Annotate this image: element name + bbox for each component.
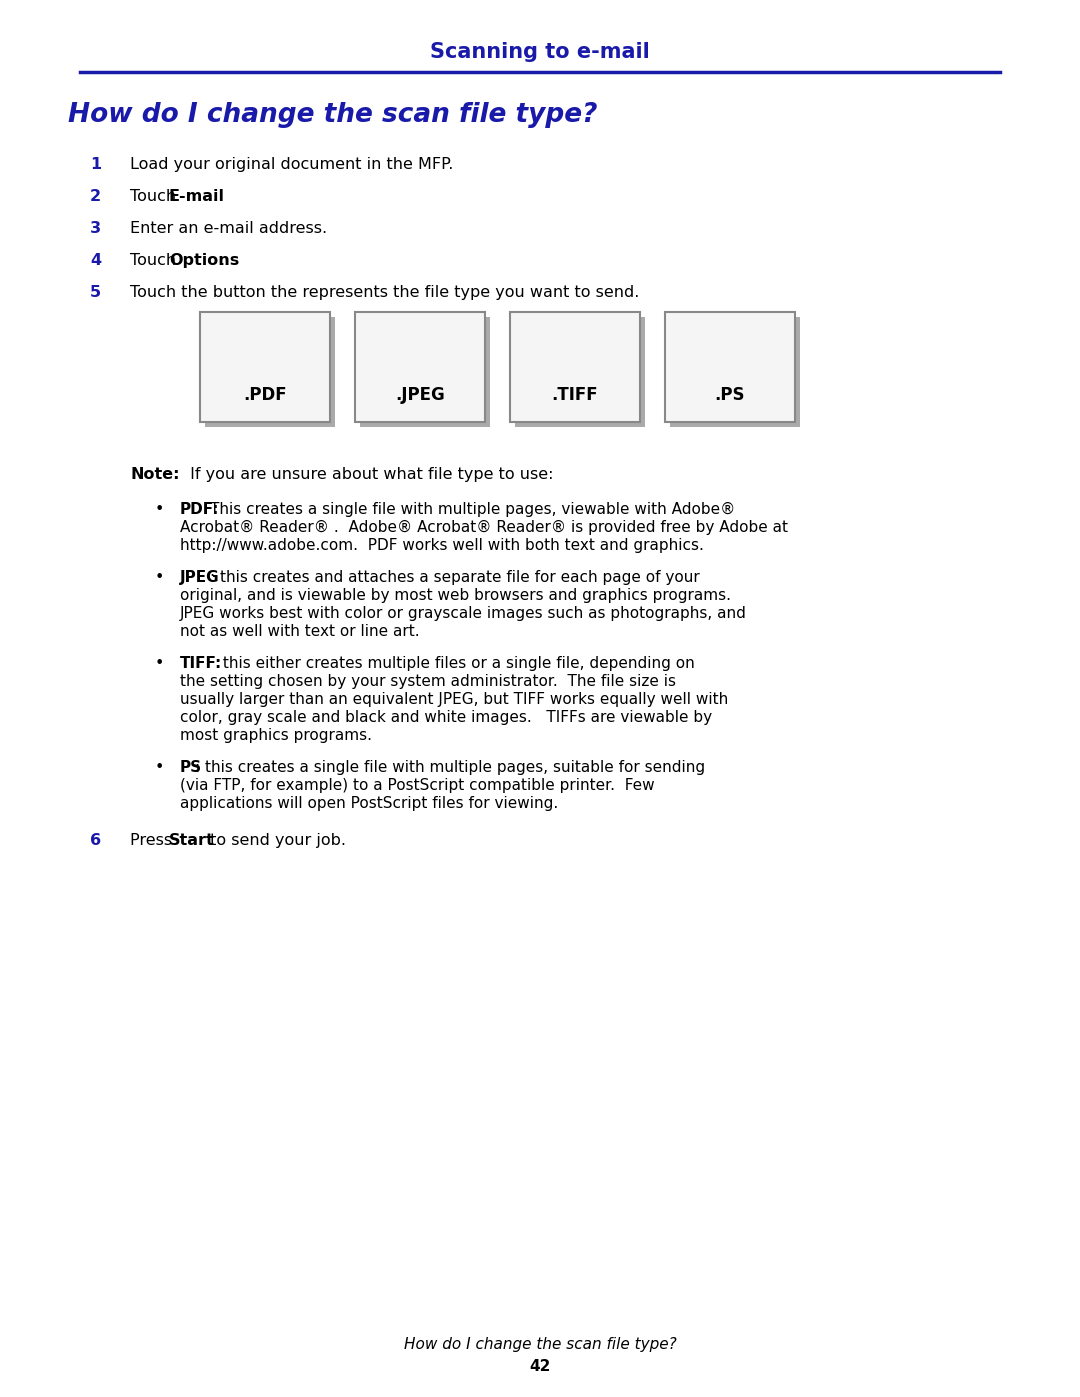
Text: •: • [156,760,164,775]
Text: Touch the button the represents the file type you want to send.: Touch the button the represents the file… [130,285,639,300]
FancyBboxPatch shape [670,317,800,427]
Text: 4: 4 [90,253,102,268]
Text: Acrobat® Reader® .  Adobe® Acrobat® Reader® is provided free by Adobe at: Acrobat® Reader® . Adobe® Acrobat® Reade… [180,520,788,535]
FancyBboxPatch shape [205,317,335,427]
Text: : this creates a single file with multiple pages, suitable for sending: : this creates a single file with multip… [195,760,705,775]
Text: •: • [156,570,164,585]
Text: .JPEG: .JPEG [395,386,445,404]
Text: 2: 2 [90,189,102,204]
Text: How do I change the scan file type?: How do I change the scan file type? [404,1337,676,1352]
Text: not as well with text or line art.: not as well with text or line art. [180,624,420,638]
Text: This creates a single file with multiple pages, viewable with Adobe®: This creates a single file with multiple… [210,502,735,517]
FancyBboxPatch shape [515,317,645,427]
Text: .: . [212,189,217,204]
Text: PDF:: PDF: [180,502,219,517]
Text: Enter an e-mail address.: Enter an e-mail address. [130,221,327,236]
Text: original, and is viewable by most web browsers and graphics programs.: original, and is viewable by most web br… [180,588,731,604]
Text: 5: 5 [90,285,102,300]
FancyBboxPatch shape [200,312,330,422]
Text: 1: 1 [90,156,102,172]
Text: .PDF: .PDF [243,386,287,404]
Text: Start: Start [168,833,215,848]
Text: JPEG: JPEG [180,570,219,585]
Text: •: • [156,657,164,671]
FancyBboxPatch shape [665,312,795,422]
Text: Scanning to e-mail: Scanning to e-mail [430,42,650,61]
Text: •: • [156,502,164,517]
Text: this either creates multiple files or a single file, depending on: this either creates multiple files or a … [217,657,694,671]
Text: to send your job.: to send your job. [205,833,346,848]
FancyBboxPatch shape [510,312,640,422]
FancyBboxPatch shape [360,317,490,427]
Text: Touch: Touch [130,253,181,268]
FancyBboxPatch shape [355,312,485,422]
Text: the setting chosen by your system administrator.  The file size is: the setting chosen by your system admini… [180,673,676,689]
Text: E-mail: E-mail [168,189,225,204]
Text: PS: PS [180,760,202,775]
Text: : this creates and attaches a separate file for each page of your: : this creates and attaches a separate f… [210,570,700,585]
Text: usually larger than an equivalent JPEG, but TIFF works equally well with: usually larger than an equivalent JPEG, … [180,692,728,707]
Text: color, gray scale and black and white images.   TIFFs are viewable by: color, gray scale and black and white im… [180,710,712,725]
Text: Note:: Note: [130,467,179,482]
Text: 42: 42 [529,1359,551,1375]
Text: Load your original document in the MFP.: Load your original document in the MFP. [130,156,454,172]
Text: Touch: Touch [130,189,181,204]
Text: How do I change the scan file type?: How do I change the scan file type? [68,102,597,129]
Text: .PS: .PS [715,386,745,404]
Text: Press: Press [130,833,177,848]
Text: (via FTP, for example) to a PostScript compatible printer.  Few: (via FTP, for example) to a PostScript c… [180,778,654,793]
Text: JPEG works best with color or grayscale images such as photographs, and: JPEG works best with color or grayscale … [180,606,747,622]
Text: TIFF:: TIFF: [180,657,222,671]
Text: http://www.adobe.com.  PDF works well with both text and graphics.: http://www.adobe.com. PDF works well wit… [180,538,704,553]
Text: .TIFF: .TIFF [552,386,598,404]
Text: 3: 3 [90,221,102,236]
Text: If you are unsure about what file type to use:: If you are unsure about what file type t… [185,467,554,482]
Text: Options: Options [168,253,240,268]
Text: 6: 6 [90,833,102,848]
Text: applications will open PostScript files for viewing.: applications will open PostScript files … [180,796,558,812]
Text: most graphics programs.: most graphics programs. [180,728,372,743]
Text: .: . [219,253,225,268]
